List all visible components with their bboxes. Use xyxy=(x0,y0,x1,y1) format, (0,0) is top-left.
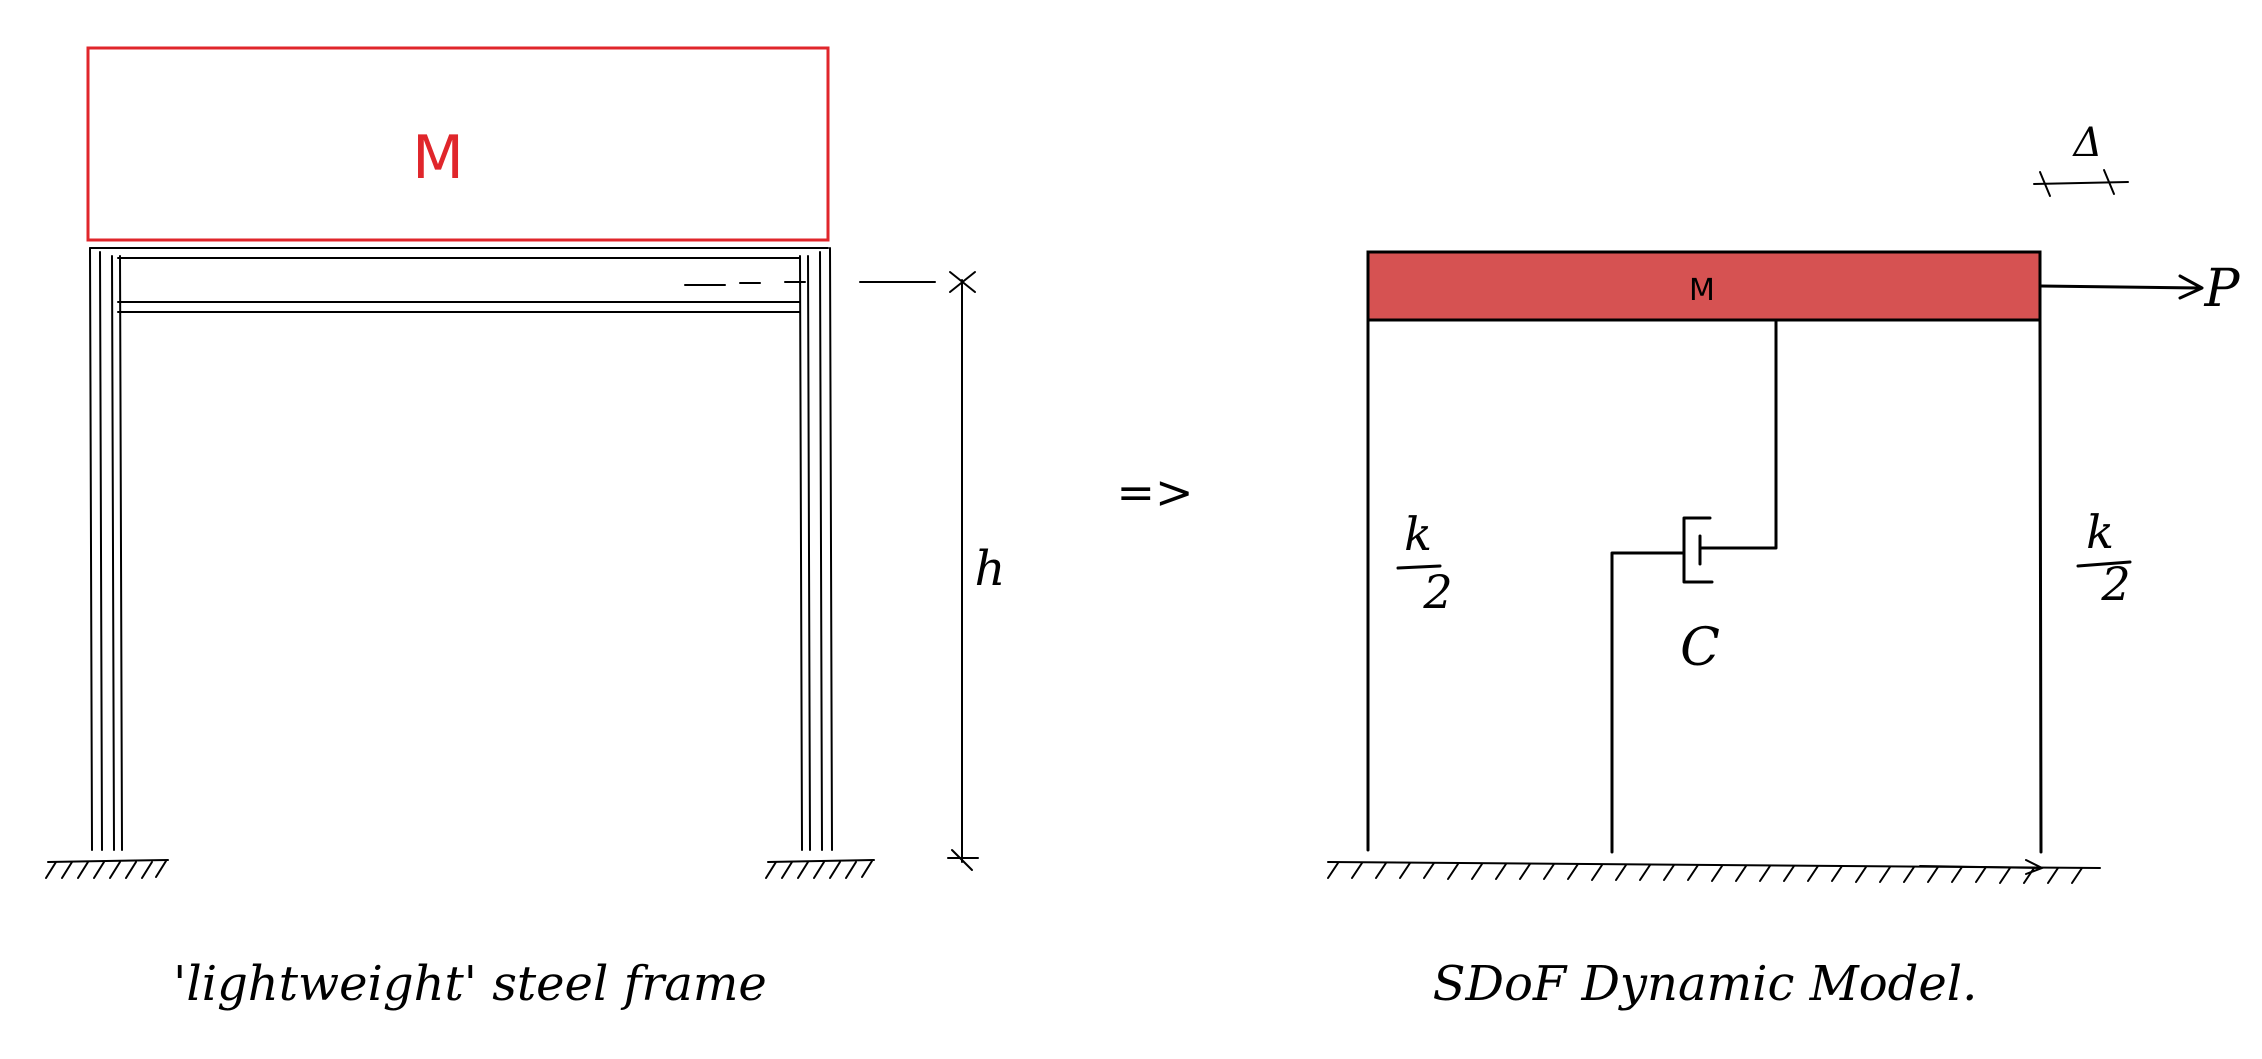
sdof-mass-block xyxy=(1366,250,2042,322)
stiffness-left: k 2 xyxy=(1396,507,1453,619)
stiffness-left-numerator: k xyxy=(1404,507,1432,561)
frame-mass-label: M xyxy=(412,123,464,193)
stiffness-right-numerator: k xyxy=(2086,505,2114,559)
frame-mass-block xyxy=(86,46,830,242)
stiffness-right-denominator: 2 xyxy=(2100,557,2130,611)
force-label: P xyxy=(2204,259,2241,319)
damper-icon xyxy=(1610,318,1778,854)
steel-frame-drawing: M xyxy=(45,46,1006,1012)
height-label: h xyxy=(975,541,1006,597)
frame-left-support xyxy=(45,859,169,879)
frame-caption: 'lightweight' steel frame xyxy=(173,956,767,1012)
frame-left-column xyxy=(89,247,123,851)
sdof-caption: SDoF Dynamic Model. xyxy=(1433,956,1978,1012)
stiffness-right: k 2 xyxy=(2076,505,2132,611)
stiffness-left-denominator: 2 xyxy=(1422,565,1452,619)
sdof-model-drawing: M C k 2 k 2 P xyxy=(1327,120,2241,1012)
frame-beam xyxy=(89,247,829,313)
frame-right-column xyxy=(799,247,833,851)
implies-arrow: => xyxy=(1116,465,1193,519)
damper-label: C xyxy=(1680,618,1720,678)
force-arrow-icon xyxy=(2038,274,2204,300)
sdof-right-spring-column xyxy=(2038,318,2043,854)
displacement-label: Δ xyxy=(2072,120,2103,166)
sdof-ground xyxy=(1327,859,2101,884)
height-dimension xyxy=(684,271,979,871)
sdof-mass-label: M xyxy=(1689,273,1715,308)
displacement-marker-icon xyxy=(2033,169,2129,197)
frame-right-support xyxy=(765,859,875,879)
